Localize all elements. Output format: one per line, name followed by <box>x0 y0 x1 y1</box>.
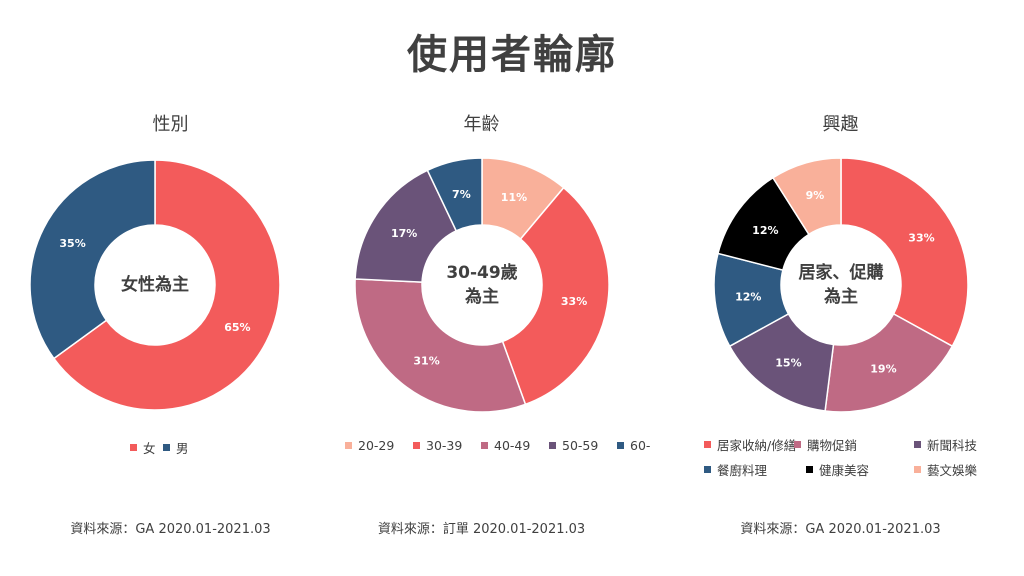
legend-item: 40-49 <box>481 438 530 453</box>
legend-swatch <box>413 442 420 449</box>
gender-source-note: 資料來源：GA 2020.01-2021.03 <box>70 522 271 537</box>
legend-swatch <box>481 442 488 449</box>
legend-swatch <box>794 441 801 448</box>
age-panel: 年齡 11% 33% 31% 17% 7% 30-49歲 為主 20-29 30-39 40-… <box>311 0 652 576</box>
donut-data-label: 15% <box>775 356 801 369</box>
age-source-note: 資料來源：訂單 2020.01-2021.03 <box>377 522 586 537</box>
legend-label: 30-39 <box>426 438 463 453</box>
donut-data-label: 12% <box>752 224 778 237</box>
legend-label: 餐廚料理 <box>717 463 768 478</box>
legend-item: 男 <box>163 438 189 457</box>
legend-label: 20-29 <box>358 438 395 453</box>
legend-swatch <box>914 466 921 473</box>
legend-item: 藝文娛樂 <box>914 460 977 479</box>
interest-center-label: 居家、促購 為主 <box>771 261 911 309</box>
gender-center-label: 女性為主 <box>85 273 225 297</box>
donut-segment-2 <box>29 159 156 360</box>
legend-label: 購物促銷 <box>807 438 858 453</box>
age-center-label: 30-49歲 為主 <box>412 261 552 309</box>
donut-data-label: 65% <box>224 321 250 334</box>
center-label-line: 為主 <box>824 287 858 307</box>
interest-panel: 興趣 33% 19% 15% 12% 12% 9% 居家、促購為主 居家收納/修繕 購物促銷… <box>670 0 1011 576</box>
legend-item: 女 <box>130 438 156 457</box>
legend-swatch <box>130 444 137 451</box>
legend-swatch <box>704 441 711 448</box>
legend-item: 健康美容 <box>806 460 869 479</box>
legend-swatch <box>704 466 711 473</box>
legend-label: 藝文娛樂 <box>927 463 978 478</box>
legend-item: 購物促銷 <box>794 435 857 454</box>
legend-item: 30-39 <box>413 438 462 453</box>
legend-item: 新聞科技 <box>914 435 977 454</box>
legend-item: 餐廚料理 <box>704 460 767 479</box>
legend-label: 40-49 <box>494 438 531 453</box>
interest-chart-title: 興趣 <box>822 114 859 135</box>
center-label-line: 居家、促購 <box>798 263 884 283</box>
donut-segment-5 <box>426 157 483 232</box>
donut-segment-2 <box>501 186 610 406</box>
legend-swatch <box>617 442 624 449</box>
legend-item: 居家收納/修繕 <box>704 435 796 454</box>
legend-swatch <box>163 444 170 451</box>
donut-data-label: 17% <box>391 227 417 240</box>
donut-data-label: 35% <box>59 237 85 250</box>
donut-segment-6 <box>771 157 842 236</box>
legend-label: 男 <box>176 441 189 456</box>
legend-swatch <box>549 442 556 449</box>
legend-label: 60- <box>630 438 651 453</box>
center-label-line: 為主 <box>465 287 499 307</box>
legend-item: 20-29 <box>345 438 394 453</box>
donut-data-label: 33% <box>908 231 934 244</box>
donut-data-label: 19% <box>870 362 896 375</box>
gender-donut-chart: 65% 35% <box>29 159 281 411</box>
age-chart-title: 年齡 <box>463 114 500 135</box>
legend-label: 新聞科技 <box>927 438 978 453</box>
legend-swatch <box>914 441 921 448</box>
legend-swatch <box>806 466 813 473</box>
donut-data-label: 9% <box>806 189 825 202</box>
gender-panel: 性別 65% 35% 女性為主 女 男 資料來源：GA 2020.01-2021.0… <box>0 0 341 576</box>
donut-segment-3 <box>354 278 527 413</box>
legend-label: 50-59 <box>562 438 599 453</box>
legend-label: 女 <box>143 441 156 456</box>
legend-item: 60- <box>617 438 650 453</box>
gender-chart-title: 性別 <box>152 114 189 135</box>
legend-item: 50-59 <box>549 438 598 453</box>
donut-segment-2 <box>824 312 954 413</box>
legend-label: 居家收納/修繕 <box>717 438 797 453</box>
donut-data-label: 11% <box>501 191 527 204</box>
interest-donut-chart: 33% 19% 15% 12% 12% 9% <box>713 157 969 413</box>
donut-data-label: 7% <box>452 188 471 201</box>
center-label-line: 女性為主 <box>121 275 189 295</box>
donut-segment-1 <box>840 157 969 348</box>
donut-data-label: 12% <box>735 291 761 304</box>
age-donut-chart: 11% 33% 31% 17% 7% <box>354 157 610 413</box>
interest-source-note: 資料來源：GA 2020.01-2021.03 <box>740 522 941 537</box>
legend-swatch <box>345 442 352 449</box>
donut-data-label: 33% <box>561 295 587 308</box>
legend-label: 健康美容 <box>819 463 870 478</box>
donut-data-label: 31% <box>413 354 439 367</box>
center-label-line: 30-49歲 <box>446 263 518 283</box>
page-title: 使用者輪廓 <box>407 32 617 78</box>
donut-segment-1 <box>52 159 281 411</box>
